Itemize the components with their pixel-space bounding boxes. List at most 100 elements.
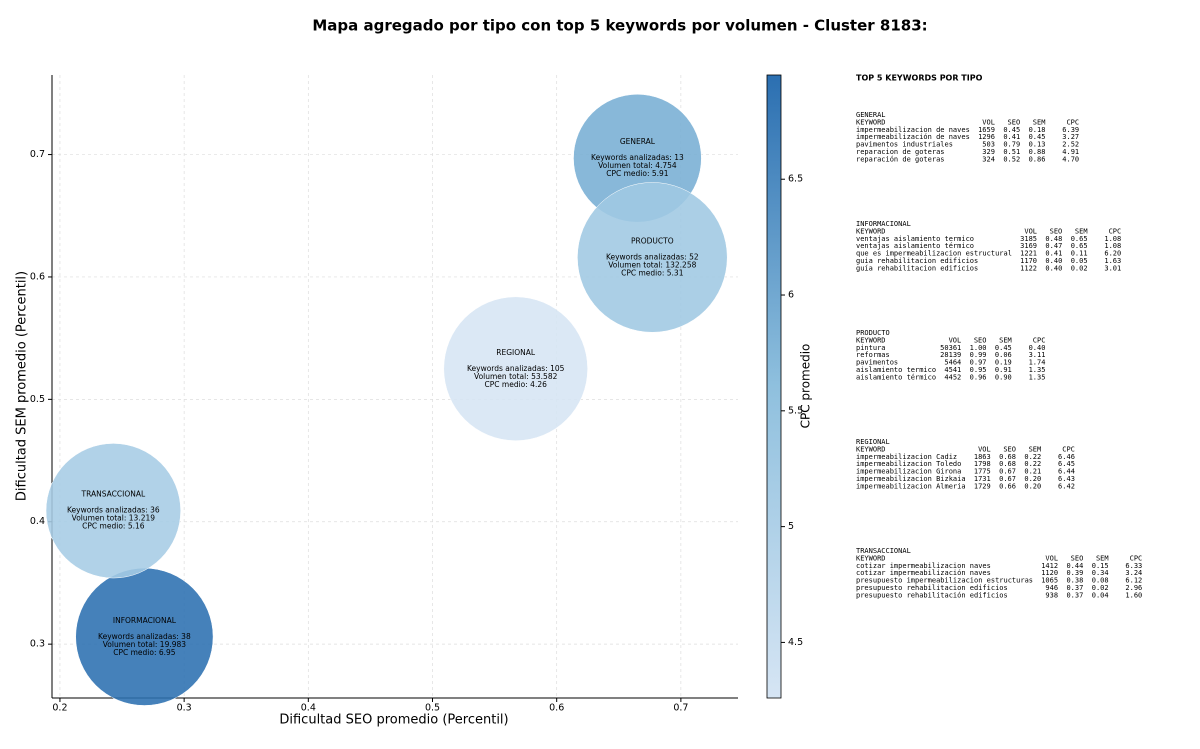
table-cell: 0.11 bbox=[1071, 250, 1088, 258]
table-cell: 0.67 bbox=[999, 468, 1016, 476]
table-cell: 0.67 bbox=[999, 475, 1016, 483]
table-cell: 50361 bbox=[940, 344, 961, 352]
table-cell: 0.08 bbox=[1092, 577, 1109, 585]
table-cell: 1659 bbox=[978, 126, 995, 134]
table-header: SEM bbox=[1033, 118, 1046, 126]
table-cell: 1775 bbox=[974, 468, 991, 476]
table-cell: 1120 bbox=[1041, 569, 1058, 577]
table-cell: 0.18 bbox=[1029, 126, 1046, 134]
table-cell: 329 bbox=[982, 148, 995, 156]
bubble-volume: Volumen total: 4.754 bbox=[598, 161, 677, 170]
table-header: SEO bbox=[1071, 554, 1084, 562]
table-header: VOL bbox=[982, 118, 995, 126]
table-header: SEO bbox=[974, 336, 987, 344]
x-tick-label: 0.6 bbox=[549, 703, 564, 714]
table-cell: 0.15 bbox=[1092, 562, 1109, 570]
table-cell: 0.22 bbox=[1024, 453, 1041, 461]
table-header: KEYWORD bbox=[856, 336, 886, 344]
table-cell: 6.46 bbox=[1058, 453, 1075, 461]
bubble-volume: Volumen total: 19.983 bbox=[103, 640, 187, 649]
bubble-volume: Volumen total: 53.582 bbox=[474, 372, 558, 381]
y-tick-label: 0.6 bbox=[30, 271, 45, 282]
table-cell: 2.96 bbox=[1125, 584, 1142, 592]
group-name: GENERAL bbox=[856, 111, 886, 119]
table-cell: 0.66 bbox=[999, 482, 1016, 490]
bubble-cpc: CPC medio: 4.26 bbox=[485, 380, 548, 389]
table-cell: 6.39 bbox=[1062, 126, 1079, 134]
table-cell: 0.48 bbox=[1045, 235, 1062, 243]
bubble-keywords: Keywords analizadas: 52 bbox=[606, 252, 699, 261]
group-name: PRODUCTO bbox=[856, 329, 890, 337]
table-cell: 1170 bbox=[1020, 257, 1037, 265]
table-header: SEO bbox=[1008, 118, 1021, 126]
table-cell: 1729 bbox=[974, 482, 991, 490]
table-header: KEYWORD bbox=[856, 445, 886, 453]
table-cell: 1412 bbox=[1041, 562, 1058, 570]
x-tick-label: 0.4 bbox=[301, 703, 316, 714]
table-cell: pavimentos bbox=[856, 359, 898, 367]
table-header: SEM bbox=[999, 336, 1012, 344]
table-cell: aislamiento térmico bbox=[856, 373, 936, 381]
table-header: VOL bbox=[949, 336, 962, 344]
table-cell: impermeabilizacion Bizkaia bbox=[856, 475, 966, 483]
table-cell: 1122 bbox=[1020, 264, 1037, 272]
table-cell: 5464 bbox=[944, 359, 961, 367]
table-cell: 0.68 bbox=[999, 453, 1016, 461]
table-cell: 0.05 bbox=[1071, 257, 1088, 265]
bubble bbox=[443, 296, 588, 441]
bubble-cpc: CPC medio: 6.95 bbox=[113, 648, 176, 657]
table-cell: 4.70 bbox=[1062, 155, 1079, 163]
table-cell: 0.37 bbox=[1066, 591, 1083, 599]
table-cell: 0.44 bbox=[1066, 562, 1083, 570]
table-cell: 3.11 bbox=[1029, 351, 1046, 359]
bubble-keywords: Keywords analizadas: 13 bbox=[591, 153, 684, 162]
table-cell: 0.51 bbox=[1003, 148, 1020, 156]
chart-title: Mapa agregado por tipo con top 5 keyword… bbox=[312, 17, 927, 35]
table-cell: 0.39 bbox=[1066, 569, 1083, 577]
table-cell: 6.20 bbox=[1104, 250, 1121, 258]
table-cell: 0.45 bbox=[1003, 126, 1020, 134]
table-cell: 2.52 bbox=[1062, 141, 1079, 149]
table-header: CPC bbox=[1130, 554, 1143, 562]
table-header: SEO bbox=[1050, 227, 1063, 235]
table-cell: 0.04 bbox=[1092, 591, 1109, 599]
table-cell: 6.44 bbox=[1058, 468, 1075, 476]
table-cell: impermeabilizacion Almeria bbox=[856, 482, 966, 490]
table-header: VOL bbox=[1024, 227, 1037, 235]
bubble bbox=[577, 182, 728, 333]
table-cell: 0.97 bbox=[970, 359, 987, 367]
x-axis-label: Dificultad SEO promedio (Percentil) bbox=[279, 713, 508, 728]
table-cell: 1798 bbox=[974, 460, 991, 468]
bubble-volume: Volumen total: 132.258 bbox=[608, 260, 696, 269]
x-tick-label: 0.3 bbox=[177, 703, 192, 714]
table-cell: 946 bbox=[1045, 584, 1058, 592]
y-tick-label: 0.5 bbox=[30, 394, 45, 405]
table-cell: 0.20 bbox=[1024, 482, 1041, 490]
table-cell: 0.65 bbox=[1071, 242, 1088, 250]
table-cell: 1.08 bbox=[1104, 235, 1121, 243]
table-cell: 1221 bbox=[1020, 250, 1037, 258]
bubble-cpc: CPC medio: 5.31 bbox=[621, 268, 684, 277]
table-cell: 0.13 bbox=[1029, 141, 1046, 149]
table-header: VOL bbox=[1045, 554, 1058, 562]
table-header: KEYWORD bbox=[856, 118, 886, 126]
bubble-label: INFORMACIONAL bbox=[113, 616, 177, 625]
table-cell: presupuesto impermeabilizacion estructur… bbox=[856, 577, 1033, 585]
table-cell: 0.41 bbox=[1003, 133, 1020, 141]
table-cell: reparación de goteras bbox=[856, 155, 945, 163]
table-cell: 1.35 bbox=[1029, 373, 1046, 381]
group-name: REGIONAL bbox=[856, 438, 890, 446]
table-cell: 1731 bbox=[974, 475, 991, 483]
table-cell: cotizar impermeabilización naves bbox=[856, 569, 991, 577]
table-cell: reparacion de goteras bbox=[856, 148, 945, 156]
table-cell: 0.19 bbox=[995, 359, 1012, 367]
colorbar-label: CPC promedio bbox=[799, 344, 813, 429]
table-cell: impermeabilizacion de naves bbox=[856, 126, 970, 134]
table-cell: 0.68 bbox=[999, 460, 1016, 468]
table-cell: 0.99 bbox=[970, 351, 987, 359]
colorbar-tick-label: 6 bbox=[788, 290, 794, 301]
table-cell: 0.02 bbox=[1092, 584, 1109, 592]
table-cell: aislamiento termico bbox=[856, 366, 936, 374]
table-cell: 1296 bbox=[978, 133, 995, 141]
table-cell: 0.40 bbox=[1045, 264, 1062, 272]
